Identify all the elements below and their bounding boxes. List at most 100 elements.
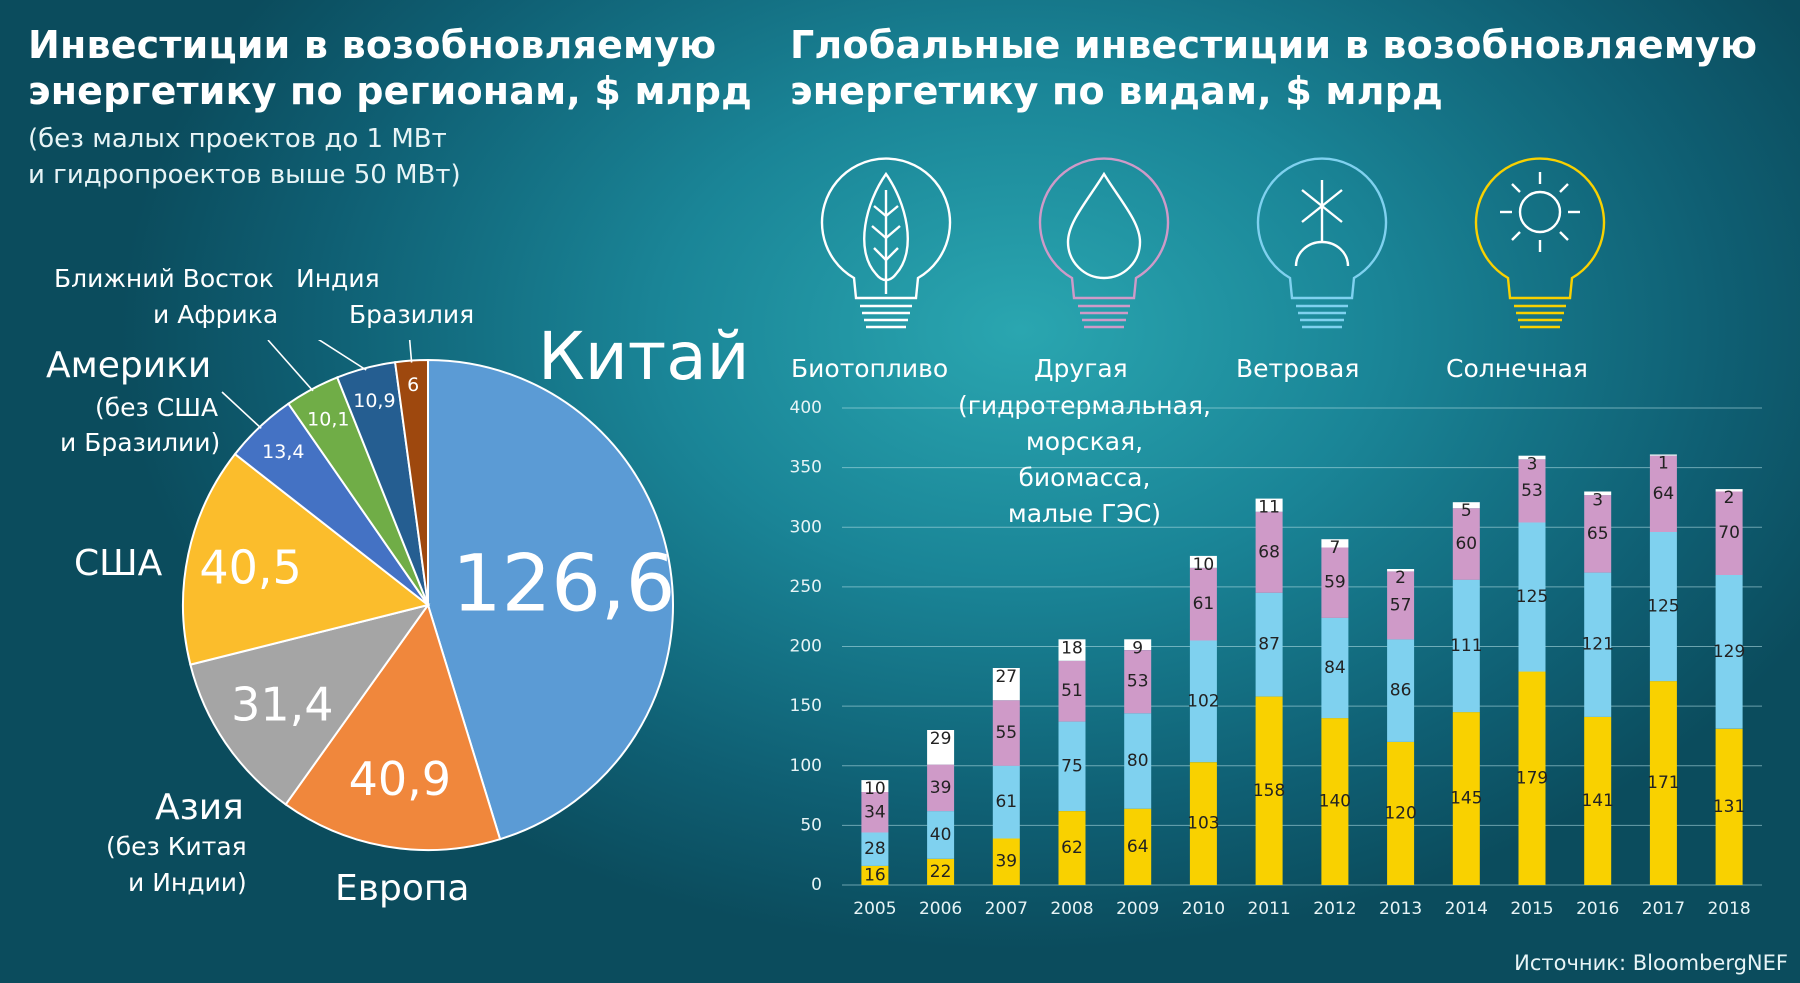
bar-segment — [927, 858, 955, 885]
pie-value-label: 10,1 — [307, 408, 349, 430]
bar-segment — [1584, 716, 1612, 885]
bar-value-label: 64 — [1127, 837, 1149, 857]
bar-value-label: 140 — [1319, 792, 1351, 812]
bar-value-label: 39 — [995, 852, 1017, 872]
bar-segment — [1715, 728, 1743, 885]
bar-value-label: 65 — [1587, 524, 1609, 544]
bar-value-label: 28 — [864, 839, 886, 859]
bar-value-label: 7 — [1329, 538, 1340, 558]
pie-subtitle: (без малых проектов до 1 МВт и гидропрое… — [28, 121, 461, 193]
bar-segment — [1189, 640, 1217, 763]
label-asia-note2: и Индии) — [128, 868, 247, 897]
label-india: Индия — [296, 264, 380, 293]
label-americas-note2: и Бразилии) — [60, 428, 221, 457]
label-asia-note1: (без Китая — [106, 832, 247, 861]
bar-segment — [1124, 808, 1152, 885]
bar-segment — [1189, 555, 1217, 568]
bar-segment — [1058, 811, 1086, 885]
bar-value-label: 40 — [930, 825, 952, 845]
bar-segment — [992, 700, 1020, 766]
y-tick-label: 400 — [790, 398, 822, 418]
bar-value-label: 3 — [1527, 455, 1538, 475]
x-tick-label: 2012 — [1313, 899, 1356, 919]
bar-segment — [927, 730, 955, 765]
legend-other-note: (гидротермальная, морская, биомасса, мал… — [958, 388, 1211, 532]
bar-value-label: 11 — [1258, 498, 1280, 518]
legend-other: Другая — [1034, 354, 1128, 383]
bar-value-label: 62 — [1061, 838, 1083, 858]
bar-segment — [1387, 741, 1415, 885]
legend-other-note-line4: малые ГЭС) — [1007, 499, 1162, 528]
bar-value-label: 59 — [1324, 573, 1346, 593]
bar-value-label: 80 — [1127, 751, 1149, 771]
bar-segment — [861, 865, 889, 885]
bar-segment — [1058, 721, 1086, 811]
bar-value-label: 1 — [1658, 454, 1669, 474]
bar-segment — [1649, 532, 1677, 682]
bar-title-line1: Глобальные инвестиции в возобновляемую — [790, 23, 1758, 67]
bar-segment — [1387, 571, 1415, 640]
legend-other-note-line2: морская, — [1025, 427, 1144, 456]
x-tick-label: 2018 — [1707, 899, 1750, 919]
pie-slice — [284, 602, 502, 851]
label-brazil: Бразилия — [349, 300, 475, 329]
x-tick-label: 2013 — [1379, 899, 1422, 919]
bar-segment — [992, 765, 1020, 839]
leaf-bulb-icon — [820, 157, 952, 329]
bar-segment — [1715, 491, 1743, 575]
bar-value-label: 61 — [1193, 594, 1215, 614]
bar-segment — [1255, 511, 1283, 593]
bar-value-label: 125 — [1647, 597, 1679, 617]
bar-value-label: 102 — [1187, 691, 1219, 711]
bar-segment — [1649, 681, 1677, 885]
bar-segment — [1518, 522, 1546, 672]
bar-value-label: 179 — [1516, 768, 1548, 788]
bar-title-line2: энергетику по видам, $ млрд — [790, 69, 1443, 113]
bar-segment — [1387, 569, 1415, 572]
bar-value-label: 18 — [1061, 638, 1083, 658]
pie-leader-line — [408, 340, 413, 363]
pie-subtitle-line2: и гидропроектов выше 50 МВт) — [28, 160, 461, 190]
pie-value-label: 13,4 — [262, 441, 304, 463]
bar-value-label: 87 — [1258, 635, 1280, 655]
y-tick-label: 300 — [790, 517, 822, 537]
y-tick-label: 100 — [790, 756, 822, 776]
bar-segment — [1584, 495, 1612, 573]
bar-segment — [1255, 696, 1283, 885]
pie-value-label: 6 — [407, 374, 419, 396]
bar-segment — [1058, 639, 1086, 661]
pie-slice — [189, 603, 431, 806]
bar-value-label: 57 — [1390, 595, 1412, 615]
legend-other-note-line1: (гидротермальная, — [958, 391, 1211, 420]
bar-value-label: 16 — [864, 866, 886, 886]
bar-segment — [992, 838, 1020, 885]
label-asia: Азия — [155, 787, 244, 828]
label-americas-note1: (без США — [95, 393, 219, 422]
bar-segment — [992, 668, 1020, 701]
legend-solar: Солнечная — [1446, 354, 1588, 383]
bar-value-label: 121 — [1581, 635, 1613, 655]
bar-segment — [1255, 498, 1283, 512]
wind-bulb-icon — [1256, 157, 1388, 329]
bar-value-label: 171 — [1647, 773, 1679, 793]
y-tick-label: 50 — [800, 815, 822, 835]
bar-value-label: 125 — [1516, 587, 1548, 607]
bar-segment — [1321, 617, 1349, 719]
bar-segment — [861, 792, 889, 833]
bar-segment — [1715, 574, 1743, 729]
x-tick-label: 2008 — [1050, 899, 1093, 919]
x-tick-label: 2009 — [1116, 899, 1159, 919]
x-tick-label: 2006 — [919, 899, 962, 919]
legend-bio: Биотопливо — [791, 354, 949, 383]
y-tick-label: 350 — [790, 458, 822, 478]
bar-value-label: 64 — [1653, 484, 1675, 504]
bar-value-label: 70 — [1718, 523, 1740, 543]
bar-segment — [1124, 639, 1152, 650]
y-tick-label: 250 — [790, 577, 822, 597]
bar-value-label: 61 — [995, 792, 1017, 812]
bar-value-label: 10 — [1193, 555, 1215, 575]
bar-segment — [1649, 455, 1677, 532]
bar-value-label: 29 — [930, 729, 952, 749]
x-tick-label: 2007 — [985, 899, 1028, 919]
bar-value-label: 3 — [1592, 491, 1603, 511]
